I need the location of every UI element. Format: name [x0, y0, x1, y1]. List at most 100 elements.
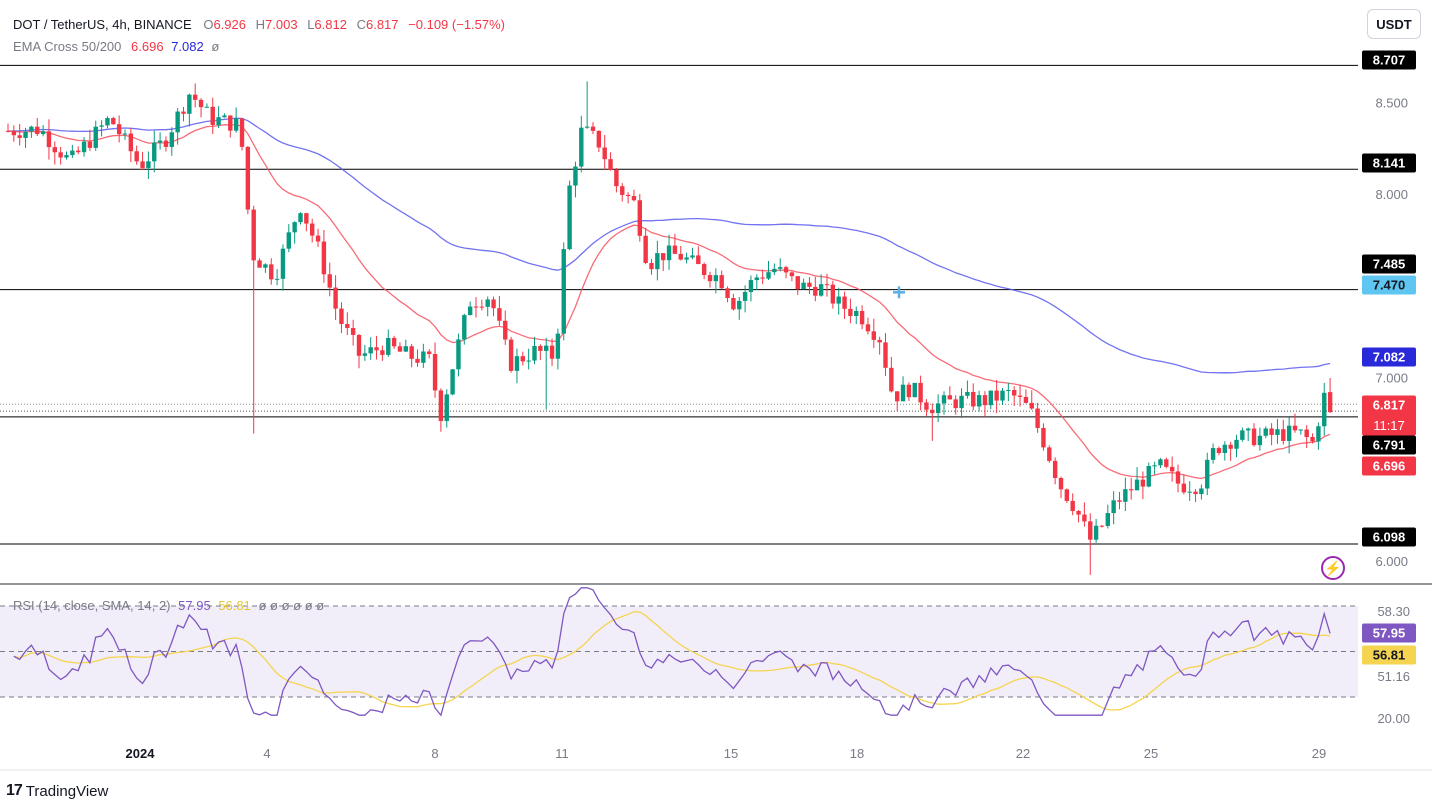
candle — [485, 296, 490, 317]
candle — [737, 296, 742, 320]
candle — [865, 317, 871, 335]
candle — [707, 271, 713, 288]
candle — [251, 205, 256, 434]
candle — [742, 285, 748, 313]
candle-body — [310, 223, 315, 236]
candle — [23, 127, 28, 148]
candle — [906, 382, 912, 401]
candle — [614, 168, 619, 193]
candle — [76, 146, 81, 155]
candle — [801, 278, 806, 290]
candle-body — [684, 257, 689, 260]
rsi-tick-label: 51.16 — [1377, 669, 1410, 684]
candle-body — [643, 235, 648, 263]
ema-header[interactable]: EMA Cross 50/200 6.696 7.082 ø — [13, 39, 219, 54]
candle-body — [251, 209, 256, 261]
horizontal-levels — [0, 64, 1358, 545]
candle — [1228, 441, 1233, 461]
candle — [52, 141, 57, 165]
candle-body — [859, 310, 865, 325]
candle-body — [1205, 459, 1210, 489]
price-tick-label: 8.000 — [1375, 187, 1408, 202]
candle — [327, 262, 332, 297]
rsi-header[interactable]: RSI (14, close, SMA, 14, 2) 57.95 56.81 … — [13, 598, 324, 613]
candle-body — [40, 131, 46, 135]
candle-body — [70, 150, 75, 156]
candle — [116, 115, 122, 143]
candle — [64, 151, 69, 160]
candle — [1076, 510, 1081, 523]
candle-body — [666, 245, 672, 261]
price-tag-bg — [1362, 275, 1416, 295]
currency-button[interactable]: USDT — [1367, 9, 1421, 39]
candle — [1210, 443, 1216, 464]
candle — [29, 125, 34, 138]
candle-body — [1251, 428, 1257, 446]
candle-body — [1082, 514, 1087, 522]
candle-body — [947, 395, 953, 400]
candle — [386, 329, 391, 357]
candle-body — [906, 384, 912, 398]
candle-body — [1322, 392, 1327, 427]
candle-body — [614, 170, 619, 187]
price-tag-label: 7.485 — [1373, 257, 1406, 272]
candle — [462, 313, 467, 345]
candle-body — [1052, 460, 1058, 478]
brand-name: TradingView — [25, 782, 109, 800]
candle-body — [608, 159, 613, 171]
candle-body — [854, 310, 859, 316]
time-tick-label: 22 — [1016, 746, 1030, 761]
candle — [854, 306, 859, 325]
candle — [877, 336, 882, 355]
candle-body — [257, 260, 262, 268]
candle-body — [1029, 402, 1034, 409]
candle-body — [193, 94, 198, 100]
candle — [473, 297, 479, 318]
brand-logo[interactable]: 17 TradingView — [6, 782, 108, 800]
change-value: −0.109 (−1.57%) — [408, 17, 506, 32]
candle-body — [818, 284, 824, 296]
candle — [661, 253, 666, 271]
candle-body — [274, 278, 280, 280]
candle — [1263, 426, 1268, 439]
candle-body — [146, 161, 151, 168]
bolt-icon[interactable]: ⚡ — [1321, 556, 1345, 580]
candle-body — [1047, 447, 1052, 461]
candle-body — [1304, 429, 1309, 438]
candle-body — [620, 186, 625, 195]
candle-body — [631, 196, 637, 201]
candle — [397, 342, 403, 352]
candle — [655, 240, 660, 281]
candle — [11, 125, 17, 142]
candle-body — [29, 126, 34, 132]
candle-body — [58, 152, 63, 158]
price-tag-label: 6.098 — [1373, 530, 1406, 545]
candle-body — [678, 253, 683, 260]
candle — [842, 291, 847, 319]
candle-body — [848, 308, 853, 316]
time-tick-label: 29 — [1312, 746, 1326, 761]
candle-body — [1000, 390, 1005, 401]
candle-body — [374, 347, 379, 351]
candle-body — [350, 327, 356, 335]
candle-body — [719, 275, 724, 289]
time-axis[interactable]: 2024 4 8 11 15 18 22 25 29 — [126, 746, 1327, 761]
candle-body — [801, 282, 806, 290]
candle-body — [1140, 479, 1146, 487]
symbol-header[interactable]: DOT / TetherUS, 4h, BINANCE O6.926 H7.00… — [13, 17, 505, 32]
candle — [848, 298, 853, 324]
candle-body — [93, 126, 98, 148]
candle — [99, 120, 104, 137]
candle-body — [672, 245, 678, 254]
candle — [503, 310, 508, 345]
candle — [748, 275, 754, 302]
candle — [1322, 382, 1327, 436]
candle — [579, 115, 584, 173]
candle-body — [1193, 491, 1198, 495]
candle — [1099, 524, 1105, 528]
ema-label: EMA Cross 50/200 — [13, 39, 122, 54]
candle — [257, 258, 262, 268]
price-axis[interactable]: 8.500 8.000 7.000 6.000 58.30 51.16 20.00 — [1375, 95, 1410, 726]
candle-body — [46, 131, 52, 148]
